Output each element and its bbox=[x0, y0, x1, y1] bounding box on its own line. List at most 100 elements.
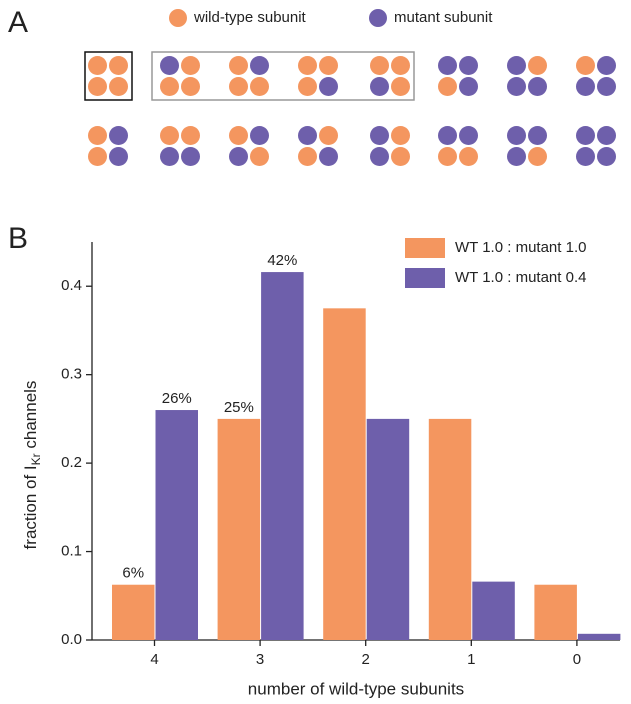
legend-swatch bbox=[369, 9, 387, 27]
subunit bbox=[459, 77, 478, 96]
subunit bbox=[88, 147, 107, 166]
subunit bbox=[250, 147, 269, 166]
subunit bbox=[370, 77, 389, 96]
subunit bbox=[597, 56, 616, 75]
subunit bbox=[250, 77, 269, 96]
subunit bbox=[507, 147, 526, 166]
subunit bbox=[597, 126, 616, 145]
bar bbox=[112, 584, 155, 640]
y-tick-label: 0.0 bbox=[61, 631, 82, 648]
subunit bbox=[160, 147, 179, 166]
legend-swatch bbox=[169, 9, 187, 27]
bar bbox=[261, 272, 304, 640]
legend-label: mutant subunit bbox=[394, 9, 493, 26]
bar bbox=[217, 418, 261, 640]
y-tick-label: 0.2 bbox=[61, 454, 82, 471]
subunit bbox=[576, 77, 595, 96]
legend-label: wild-type subunit bbox=[193, 9, 307, 26]
y-tick-label: 0.1 bbox=[61, 543, 82, 560]
bar bbox=[472, 581, 515, 640]
subunit bbox=[250, 126, 269, 145]
subunit bbox=[528, 56, 547, 75]
subunit bbox=[528, 147, 547, 166]
subunit bbox=[88, 56, 107, 75]
y-tick-label: 0.3 bbox=[61, 366, 82, 383]
legend-label: WT 1.0 : mutant 0.4 bbox=[455, 269, 586, 286]
subunit bbox=[160, 56, 179, 75]
subunit bbox=[109, 126, 128, 145]
subunit bbox=[438, 77, 457, 96]
subunit bbox=[298, 77, 317, 96]
y-label-text: fraction of I bbox=[21, 465, 40, 549]
subunit bbox=[109, 56, 128, 75]
value-label: 42% bbox=[267, 252, 297, 269]
subunit bbox=[391, 147, 410, 166]
subunit bbox=[459, 147, 478, 166]
subunit bbox=[319, 147, 338, 166]
subunit bbox=[88, 126, 107, 145]
y-tick-label: 0.4 bbox=[61, 277, 82, 294]
x-tick-label: 0 bbox=[573, 651, 581, 668]
subunit bbox=[88, 77, 107, 96]
panel-label: A bbox=[8, 6, 28, 39]
group-box bbox=[151, 51, 415, 101]
subunit bbox=[370, 126, 389, 145]
subunit bbox=[391, 56, 410, 75]
subunit bbox=[507, 56, 526, 75]
subunit bbox=[319, 56, 338, 75]
legend-swatch bbox=[405, 238, 445, 258]
x-tick-label: 3 bbox=[256, 651, 264, 668]
subunit bbox=[528, 126, 547, 145]
subunit bbox=[370, 147, 389, 166]
subunit bbox=[597, 77, 616, 96]
legend-swatch bbox=[405, 268, 445, 288]
x-tick-label: 1 bbox=[467, 651, 475, 668]
subunit bbox=[229, 56, 248, 75]
subunit bbox=[576, 126, 595, 145]
subunit bbox=[298, 147, 317, 166]
subunit bbox=[597, 147, 616, 166]
subunit bbox=[160, 77, 179, 96]
subunit bbox=[250, 56, 269, 75]
subunit bbox=[438, 126, 457, 145]
subunit bbox=[319, 77, 338, 96]
subunit bbox=[319, 126, 338, 145]
subunit bbox=[229, 147, 248, 166]
subunit bbox=[181, 147, 200, 166]
subunit bbox=[459, 56, 478, 75]
subunit bbox=[298, 56, 317, 75]
subunit bbox=[181, 126, 200, 145]
y-label-suffix: channels bbox=[21, 381, 40, 454]
value-label: 6% bbox=[122, 565, 144, 582]
y-axis-label: fraction of IKr channels bbox=[21, 381, 43, 550]
subunit bbox=[507, 126, 526, 145]
legend-label: WT 1.0 : mutant 1.0 bbox=[455, 239, 586, 256]
bar bbox=[534, 584, 577, 640]
bar bbox=[366, 418, 410, 640]
highlight-box bbox=[84, 51, 133, 101]
subunit bbox=[576, 147, 595, 166]
subunit bbox=[109, 147, 128, 166]
subunit bbox=[507, 77, 526, 96]
subunit bbox=[391, 126, 410, 145]
subunit bbox=[438, 147, 457, 166]
panel-label: B bbox=[8, 222, 28, 255]
subunit bbox=[160, 126, 179, 145]
x-axis-label: number of wild-type subunits bbox=[248, 679, 464, 698]
subunit bbox=[459, 126, 478, 145]
value-label: 25% bbox=[224, 399, 254, 416]
bar bbox=[428, 418, 472, 640]
subunit bbox=[528, 77, 547, 96]
subunit bbox=[438, 56, 457, 75]
bar bbox=[577, 633, 621, 640]
subunit bbox=[181, 56, 200, 75]
bar bbox=[155, 410, 198, 640]
subunit bbox=[229, 77, 248, 96]
x-tick-label: 4 bbox=[150, 651, 158, 668]
bar bbox=[323, 308, 366, 640]
subunit bbox=[391, 77, 410, 96]
y-label-subscript: Kr bbox=[29, 453, 43, 465]
x-tick-label: 2 bbox=[362, 651, 370, 668]
subunit bbox=[229, 126, 248, 145]
